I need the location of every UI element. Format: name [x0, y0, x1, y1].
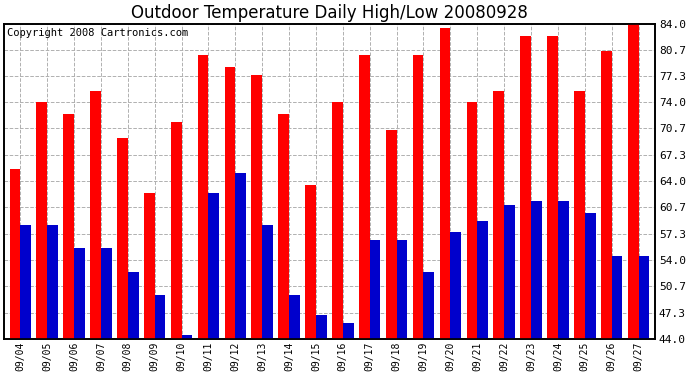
Bar: [370, 240, 380, 339]
Bar: [547, 36, 558, 339]
Bar: [144, 193, 155, 339]
Bar: [493, 91, 504, 339]
Bar: [477, 220, 488, 339]
Bar: [386, 130, 397, 339]
Bar: [466, 102, 477, 339]
Bar: [278, 114, 289, 339]
Bar: [262, 225, 273, 339]
Bar: [638, 256, 649, 339]
Bar: [628, 24, 638, 339]
Bar: [611, 256, 622, 339]
Bar: [224, 67, 235, 339]
Bar: [198, 55, 208, 339]
Bar: [451, 232, 461, 339]
Bar: [155, 296, 166, 339]
Bar: [235, 173, 246, 339]
Bar: [208, 193, 219, 339]
Bar: [413, 55, 424, 339]
Bar: [520, 36, 531, 339]
Bar: [343, 323, 353, 339]
Bar: [397, 240, 407, 339]
Bar: [37, 102, 47, 339]
Bar: [332, 102, 343, 339]
Bar: [47, 225, 58, 339]
Bar: [251, 75, 262, 339]
Bar: [558, 201, 569, 339]
Bar: [10, 170, 20, 339]
Bar: [101, 248, 112, 339]
Bar: [181, 335, 193, 339]
Bar: [504, 205, 515, 339]
Bar: [117, 138, 128, 339]
Bar: [531, 201, 542, 339]
Text: Copyright 2008 Cartronics.com: Copyright 2008 Cartronics.com: [8, 28, 188, 39]
Bar: [90, 91, 101, 339]
Bar: [359, 55, 370, 339]
Bar: [20, 225, 31, 339]
Bar: [574, 91, 585, 339]
Bar: [585, 213, 595, 339]
Bar: [440, 28, 451, 339]
Bar: [74, 248, 85, 339]
Bar: [128, 272, 139, 339]
Bar: [289, 296, 300, 339]
Title: Outdoor Temperature Daily High/Low 20080928: Outdoor Temperature Daily High/Low 20080…: [131, 4, 528, 22]
Bar: [305, 185, 316, 339]
Bar: [63, 114, 74, 339]
Bar: [316, 315, 327, 339]
Bar: [424, 272, 434, 339]
Bar: [601, 51, 611, 339]
Bar: [171, 122, 181, 339]
